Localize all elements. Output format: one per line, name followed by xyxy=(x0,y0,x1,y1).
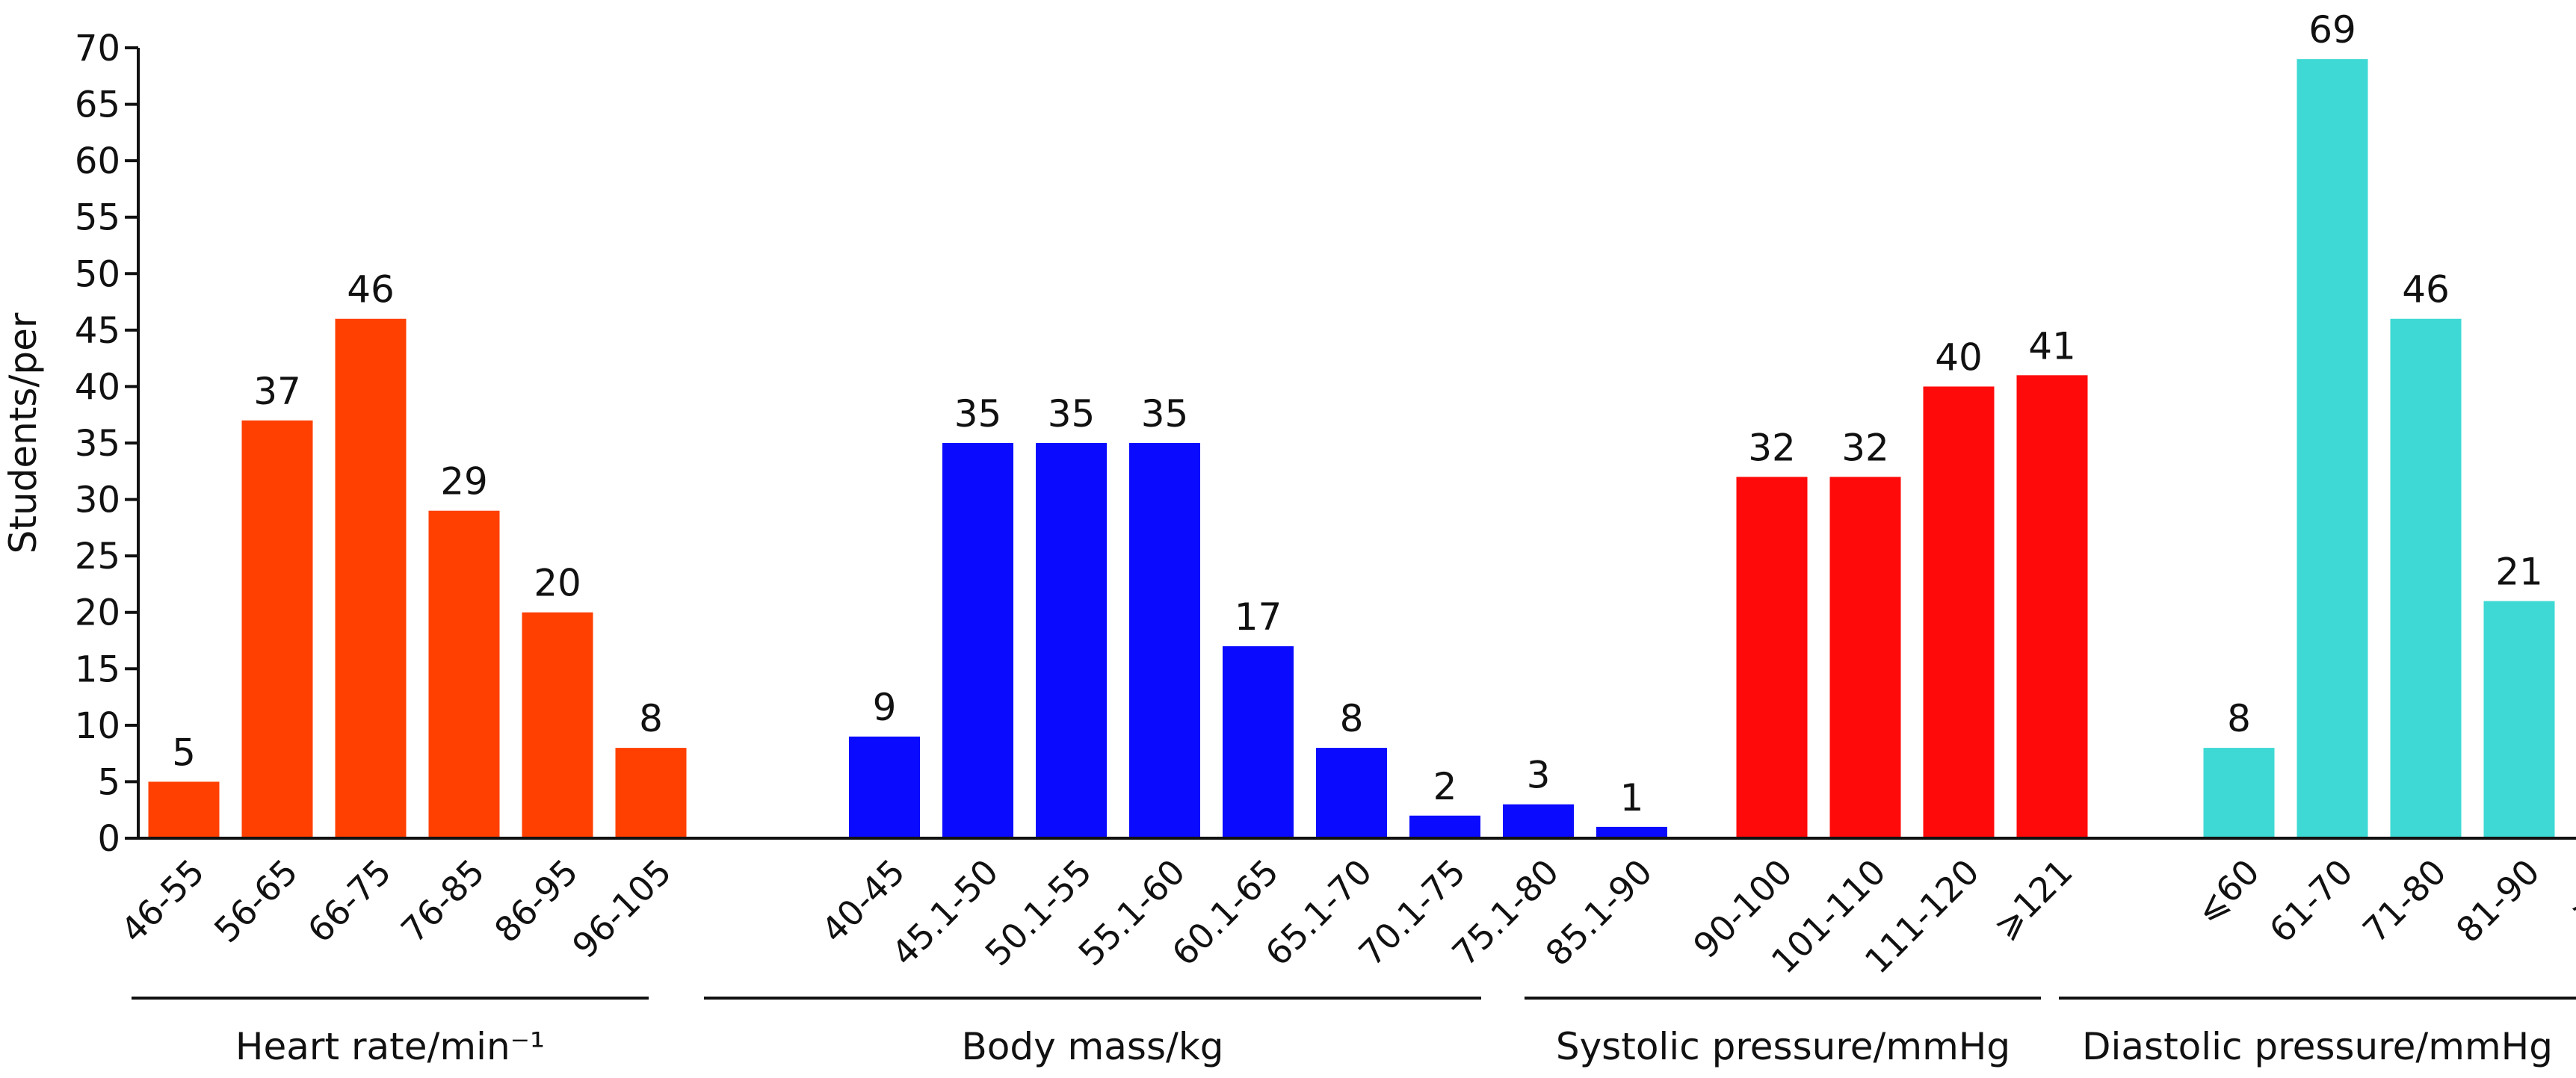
bar xyxy=(2483,601,2555,838)
y-tick-label: 60 xyxy=(75,140,120,182)
bar xyxy=(1316,748,1387,838)
bar-value-label: 21 xyxy=(2495,551,2543,594)
bar xyxy=(1223,646,1294,838)
y-axis: 0 5 10 15 20 25 30 35 40 45 50 55 60 65 70 xyxy=(75,28,140,860)
bar-value-labels: 537462920893535351782313232404186946211 xyxy=(172,8,2543,820)
x-tick-label: ⩾91 xyxy=(2561,852,2576,932)
y-tick-label: 65 xyxy=(75,84,120,126)
x-tick-label: 61-70 xyxy=(2261,852,2361,951)
bar xyxy=(1736,477,1808,838)
bar-value-label: 32 xyxy=(1841,426,1889,469)
bar xyxy=(1596,826,1667,838)
bar xyxy=(148,781,220,838)
y-axis-label: Students/per xyxy=(1,312,45,554)
bar xyxy=(2297,59,2368,839)
bar-value-label: 32 xyxy=(1748,426,1796,469)
x-tick-label: 56-65 xyxy=(206,852,306,951)
bar xyxy=(615,748,687,838)
bar-value-label: 20 xyxy=(534,562,581,605)
y-tick-label: 30 xyxy=(75,480,120,521)
x-tick-label: 96-105 xyxy=(564,852,679,966)
group-label: Systolic pressure/mmHg xyxy=(1556,1025,2010,1068)
bar-value-label: 8 xyxy=(639,697,663,740)
bar-value-label: 35 xyxy=(1048,392,1096,436)
y-tick-label: 70 xyxy=(75,28,120,69)
bar-value-label: 17 xyxy=(1235,595,1282,639)
bar-value-label: 1 xyxy=(1620,776,1644,820)
y-tick-label: 50 xyxy=(75,253,120,295)
bar-value-label: 9 xyxy=(873,686,897,729)
bar xyxy=(428,510,500,838)
y-tick-label: 15 xyxy=(75,648,120,690)
y-tick-label: 5 xyxy=(97,761,120,803)
bar-value-label: 5 xyxy=(172,731,196,774)
bar xyxy=(1503,804,1574,838)
group-labels: Heart rate/min⁻¹ Body mass/kg Systolic pre… xyxy=(132,997,2576,1068)
bar xyxy=(2016,375,2088,838)
bar-value-label: 41 xyxy=(2028,324,2076,368)
y-tick-label: 25 xyxy=(75,536,120,577)
x-tick-label: 71-80 xyxy=(2355,852,2454,951)
x-tick-label: ⩾121 xyxy=(1985,852,2081,947)
bar-value-label: 46 xyxy=(2402,268,2450,312)
bar-value-label: 8 xyxy=(1340,697,1364,740)
bar xyxy=(1923,386,1995,838)
bar-value-label: 3 xyxy=(1527,754,1551,797)
bar-value-label: 2 xyxy=(1433,765,1457,808)
bar-value-label: 29 xyxy=(440,460,488,504)
y-tick-label: 35 xyxy=(75,423,120,465)
y-tick-label: 10 xyxy=(75,705,120,747)
bar-value-label: 37 xyxy=(253,370,301,413)
bar-value-label: 46 xyxy=(347,268,395,312)
bar-value-label: 35 xyxy=(1141,392,1189,436)
x-tick-label: 46-55 xyxy=(113,852,212,951)
bar xyxy=(522,612,593,838)
bar-value-label: 40 xyxy=(1935,335,1983,379)
bar xyxy=(942,443,1013,838)
bar xyxy=(1036,443,1107,838)
bar xyxy=(335,318,407,838)
bar xyxy=(241,420,313,838)
x-tick-label: 76-85 xyxy=(393,852,492,951)
bar xyxy=(849,736,920,838)
x-tick-label: 81-90 xyxy=(2448,852,2548,951)
y-tick-label: 45 xyxy=(75,310,120,352)
group-label: Diastolic pressure/mmHg xyxy=(2082,1025,2553,1068)
bar xyxy=(1409,815,1480,838)
bar-value-label: 35 xyxy=(954,392,1002,436)
bar xyxy=(1129,443,1200,838)
bar-value-label: 69 xyxy=(2308,8,2356,52)
bar-value-label: 8 xyxy=(2227,697,2251,740)
x-tick-label: 66-75 xyxy=(300,852,399,951)
bar xyxy=(2390,318,2462,838)
bar xyxy=(2203,748,2275,838)
y-tick-label: 0 xyxy=(97,818,120,860)
y-tick-label: 20 xyxy=(75,592,120,634)
y-tick-label: 55 xyxy=(75,197,120,239)
bar xyxy=(1829,477,1901,838)
x-tick-label: ⩽60 xyxy=(2187,852,2267,932)
y-tick-label: 40 xyxy=(75,366,120,408)
bars xyxy=(148,59,2555,839)
group-label: Body mass/kg xyxy=(961,1025,1223,1068)
group-label: Heart rate/min⁻¹ xyxy=(235,1025,545,1068)
